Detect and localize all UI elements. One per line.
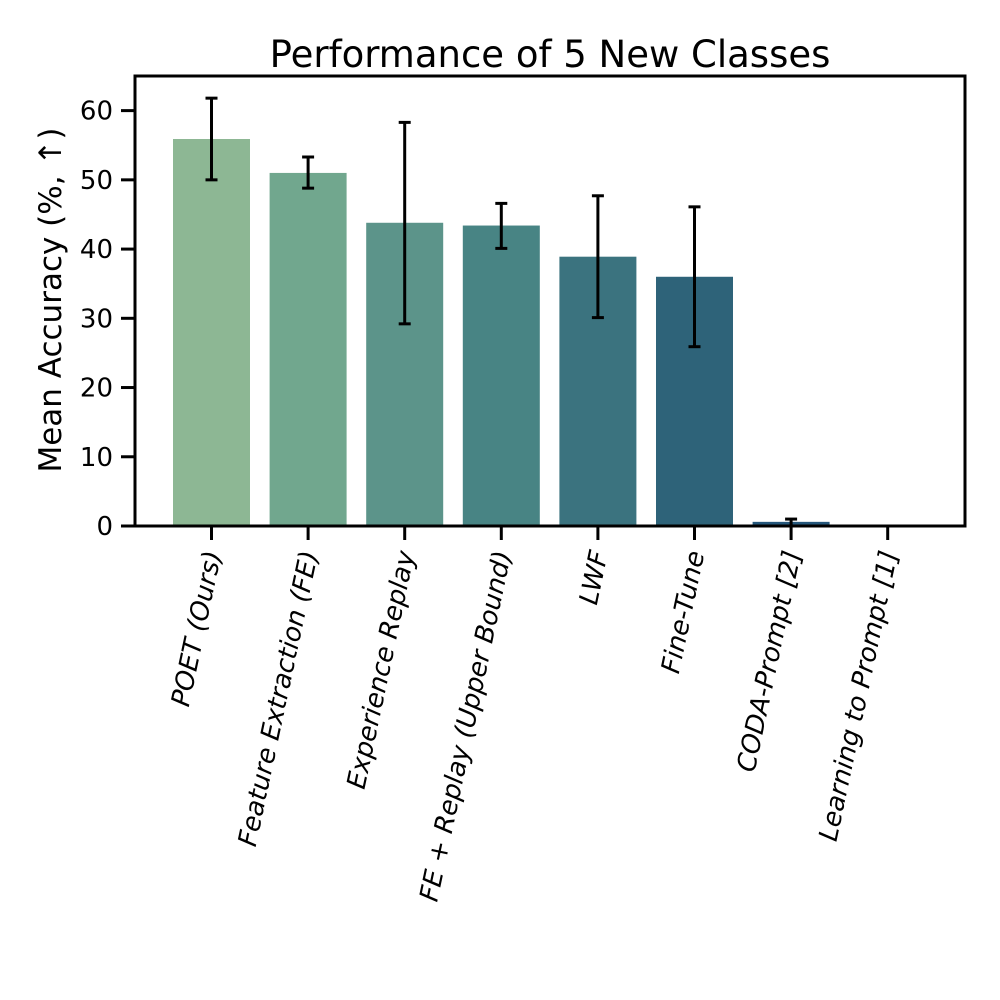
error-bar-3 [495, 201, 508, 250]
y-axis-ticks: 0 10 20 30 40 50 60 [80, 97, 135, 542]
bar-0 [173, 139, 250, 526]
x-tick-label-3: FE + Replay (Upper Bound) [414, 548, 518, 904]
y-tick-label-4: 40 [80, 235, 113, 265]
bar-3 [462, 225, 540, 527]
error-bar-2 [398, 120, 411, 326]
y-tick-label-2: 20 [80, 374, 113, 404]
bar-1 [269, 172, 347, 526]
error-bars-layer [205, 96, 798, 528]
error-bar-1 [302, 155, 315, 190]
x-tick-label-0: POET (Ours) [166, 548, 228, 709]
bars-layer [173, 139, 830, 527]
error-bar-4 [591, 194, 604, 320]
y-tick-label-3: 30 [80, 304, 113, 334]
y-tick-label-1: 10 [80, 443, 113, 473]
error-bar-0 [205, 96, 218, 182]
chart-title: Performance of 5 New Classes [270, 33, 831, 76]
x-tick-label-2: Experience Replay [342, 548, 422, 792]
x-tick-label-1: Feature Extraction (FE) [233, 548, 325, 849]
x-tick-label-4: LWF [574, 547, 615, 607]
x-tick-label-5: Fine-Tune [656, 548, 711, 676]
plot-frame [133, 74, 967, 528]
error-bar-5 [688, 205, 701, 349]
y-tick-label-5: 50 [80, 166, 113, 196]
x-tick-label-6: CODA-Prompt [2] [732, 548, 808, 775]
y-tick-label-0: 0 [96, 512, 113, 542]
x-tick-label-7: Learning to Prompt [1] [814, 548, 905, 844]
x-axis-ticks: POET (Ours) Feature Extraction (FE) Experi… [166, 526, 905, 904]
y-axis-label: Mean Accuracy (%, ↑) [33, 127, 69, 472]
y-tick-label-6: 60 [80, 97, 113, 127]
